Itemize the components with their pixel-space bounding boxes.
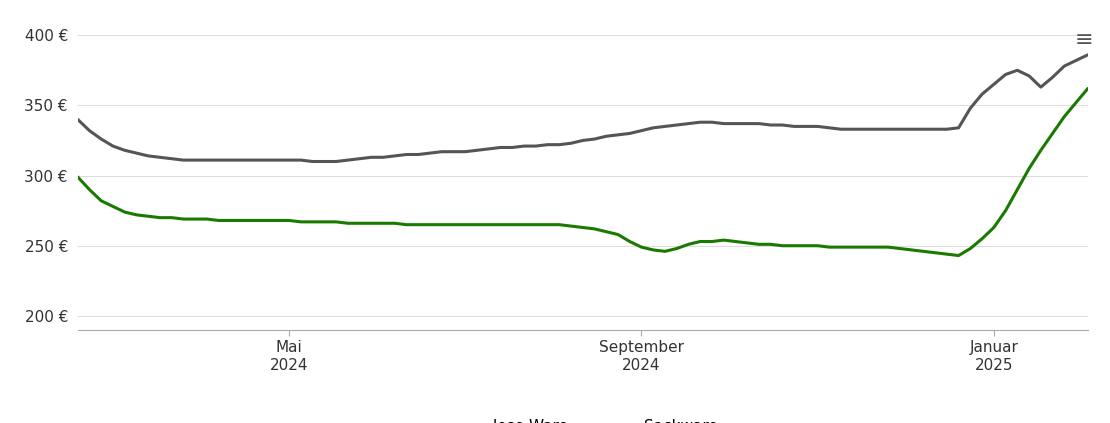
Legend: lose Ware, Sackware: lose Ware, Sackware [441, 412, 725, 423]
Text: ≡: ≡ [1074, 30, 1093, 49]
